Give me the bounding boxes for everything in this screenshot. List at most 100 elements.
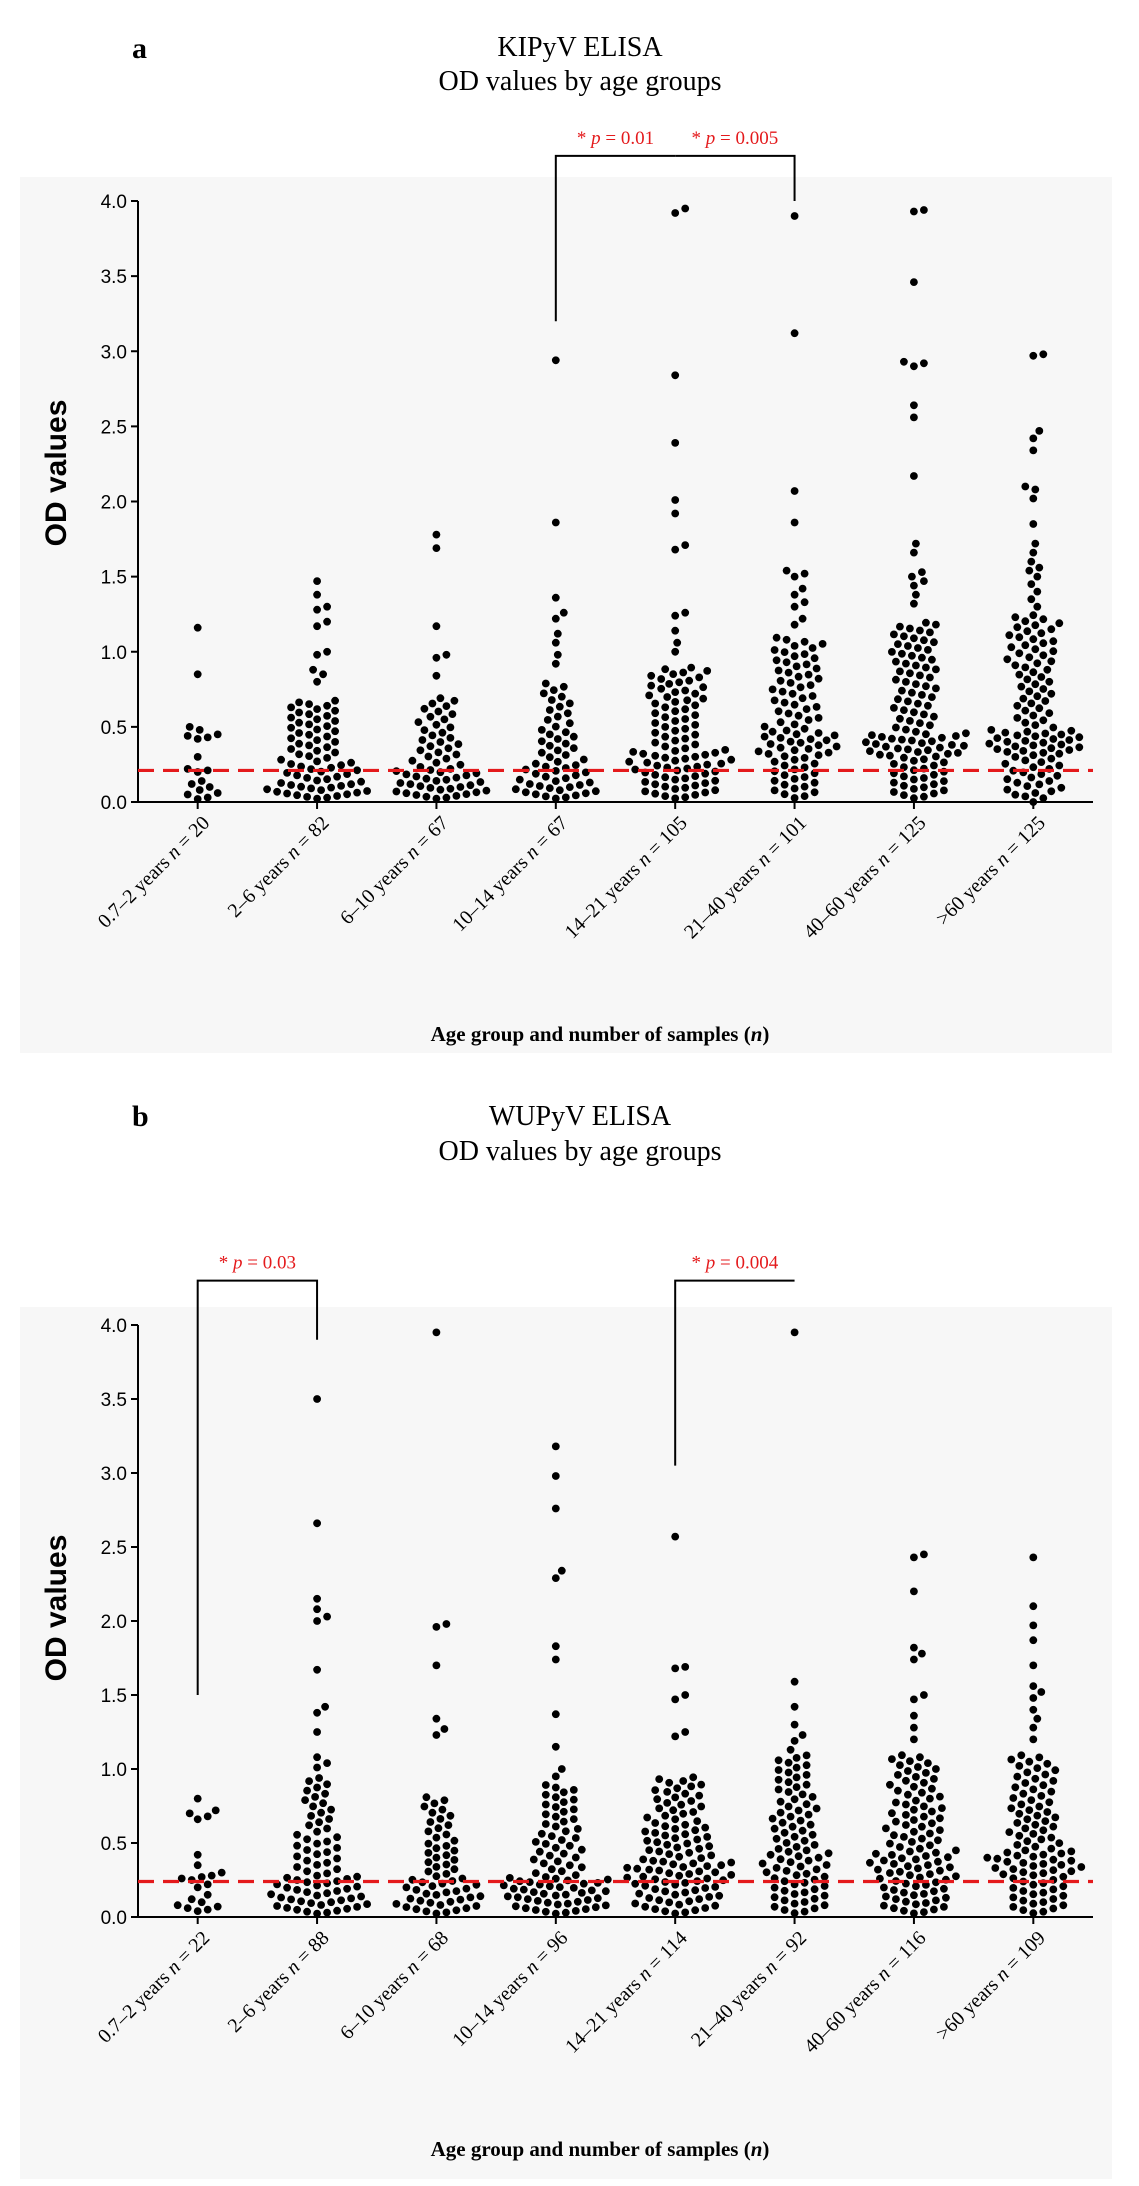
data-point [691,772,700,780]
data-point [912,1796,920,1805]
data-point [784,1768,793,1777]
data-point [565,699,574,708]
data-point [671,496,680,504]
data-point [1031,1842,1040,1851]
data-point [422,1889,431,1898]
data-point [432,1844,441,1853]
data-point [1047,1844,1056,1853]
data-point [1019,1896,1028,1905]
data-point [892,1817,900,1826]
data-point [1037,1835,1046,1844]
data-point [681,1908,690,1917]
data-point [651,699,660,708]
data-point [671,736,680,745]
data-point [177,1874,186,1883]
data-point [770,646,779,654]
data-point [910,1643,918,1652]
data-point [693,1817,702,1825]
data-point [1033,692,1042,701]
data-point [1065,736,1074,744]
data-point [669,1806,678,1815]
data-point [571,1871,580,1879]
data-point [438,728,447,737]
data-point [1029,351,1038,360]
data-point [683,696,692,705]
data-point [1055,1839,1064,1847]
data-point [792,1871,801,1880]
data-point [183,1904,192,1912]
data-point [914,644,922,652]
data-point [543,716,552,724]
y-tick-label: 1.0 [101,1760,127,1781]
data-point [173,1901,182,1910]
data-point [267,1890,275,1899]
data-point [313,1827,321,1836]
data-point [1029,1862,1038,1870]
data-point [790,1909,799,1918]
data-point [1013,1841,1022,1849]
data-point [577,1863,586,1872]
data-point [587,1886,596,1895]
data-point [1005,1828,1014,1836]
data-point [780,1877,789,1886]
data-point [910,1655,918,1664]
data-point [563,1899,572,1908]
data-point [681,734,690,743]
data-point [651,738,660,747]
data-point [808,692,817,700]
data-point [1045,777,1054,785]
data-point [814,729,823,737]
data-point [1065,746,1074,754]
data-point [926,673,934,682]
data-point [675,1871,684,1880]
data-point [900,781,908,790]
data-point [679,1809,688,1818]
data-point [681,1728,690,1736]
data-point [920,1890,928,1898]
data-point [910,1711,918,1720]
data-point [438,1805,447,1814]
data-point [333,1844,341,1852]
data-point [928,1807,936,1816]
data-point [940,777,948,785]
data-point [910,708,918,717]
y-tick-label: 0.5 [101,718,127,739]
data-point [898,686,906,695]
data-point [323,1908,331,1917]
data-point [1031,621,1040,630]
data-point [442,1830,451,1839]
data-point [450,1856,459,1864]
data-point [782,726,791,735]
data-point [790,1702,799,1711]
data-point [211,1806,220,1815]
data-point [1067,1856,1076,1865]
data-point [770,1902,779,1911]
data-point [553,712,562,721]
data-point [551,777,560,785]
data-point [1027,699,1036,708]
data-point [293,1863,301,1871]
data-point [681,705,690,714]
data-point [711,786,720,795]
data-point [434,1824,443,1833]
data-point [1029,1830,1038,1838]
data-point [323,775,331,784]
data-point [695,673,704,682]
data-point [928,693,936,701]
data-point [1013,1851,1022,1860]
data-point [1011,661,1020,670]
data-point [273,787,281,796]
data-point [770,1883,779,1892]
data-point [1047,657,1056,666]
data-point [910,1782,918,1791]
data-point [577,1889,586,1897]
data-point [780,1828,789,1837]
data-point [392,787,401,796]
data-point [1011,613,1020,622]
data-point [796,1862,805,1871]
data-point [545,753,554,762]
data-point [579,1879,588,1888]
data-point [1029,1899,1038,1908]
data-point [531,759,540,768]
data-point [780,790,789,799]
